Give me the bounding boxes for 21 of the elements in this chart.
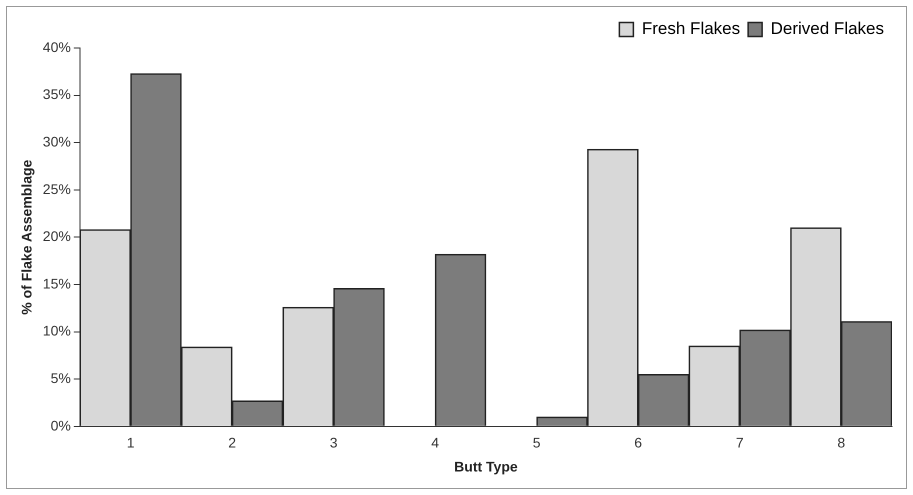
x-tick-label: 3 [330,434,338,451]
y-tick-label: 5% [50,370,71,386]
x-tick-label: 5 [532,434,541,451]
x-tick-label: 1 [126,434,135,451]
y-tick-label: 40% [42,38,71,55]
x-tick-label: 8 [837,434,846,451]
x-axis-title: Butt Type [454,458,518,474]
y-tick-label: 20% [42,228,71,244]
x-tick-label: 4 [431,434,440,451]
y-tick-label: 10% [42,322,71,339]
y-tick-label: 0% [50,417,71,434]
y-tick-label: 15% [42,275,71,292]
x-tick-label: 2 [228,434,236,451]
y-tick-label: 35% [42,86,71,102]
legend-label: Fresh Flakes [642,19,740,38]
x-tick-label: 7 [736,434,744,451]
x-tick-label: 6 [634,434,642,451]
y-tick-label: 30% [42,133,71,150]
legend-label: Derived Flakes [770,19,884,38]
y-tick-label: 25% [42,180,71,197]
y-axis-title: % of Flake Assemblage [18,159,34,315]
